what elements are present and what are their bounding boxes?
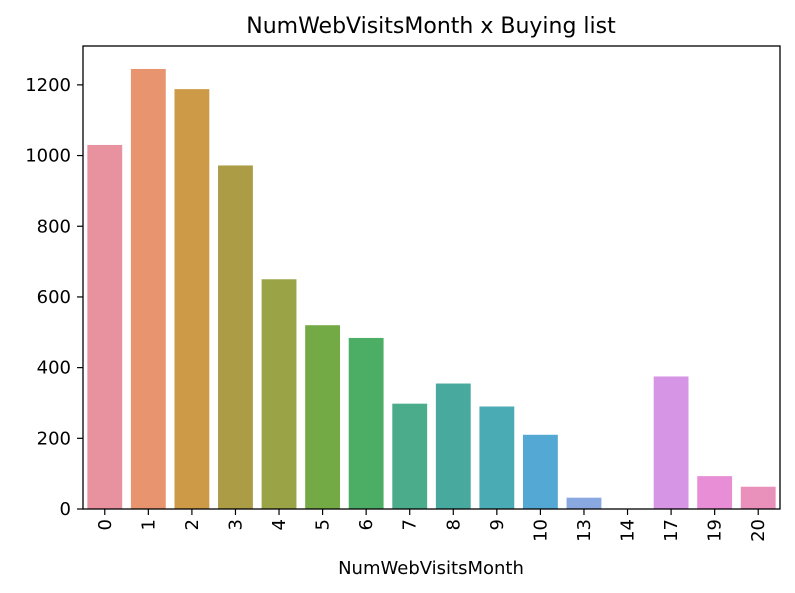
- y-tick-label: 800: [37, 216, 71, 237]
- chart-title: NumWebVisitsMonth x Buying list: [246, 14, 616, 39]
- x-tick-label: 19: [705, 519, 726, 542]
- bar-10: [522, 434, 558, 509]
- bar-17: [653, 376, 689, 509]
- bar-13: [566, 497, 602, 509]
- x-tick-label: 17: [661, 519, 682, 542]
- y-tick-label: 0: [60, 499, 71, 520]
- bar-6: [348, 337, 384, 509]
- bar-4: [261, 279, 297, 509]
- bar-20: [740, 486, 776, 509]
- y-tick-label: 1000: [25, 146, 71, 167]
- bar-5: [305, 325, 341, 509]
- bar-9: [479, 406, 515, 509]
- y-tick-label: 1200: [25, 75, 71, 96]
- y-tick-label: 200: [37, 428, 71, 449]
- x-tick-label: 2: [182, 519, 203, 530]
- x-axis-label: NumWebVisitsMonth: [338, 558, 524, 579]
- x-tick-label: 7: [400, 519, 421, 530]
- x-tick-label: 1: [138, 519, 159, 530]
- x-tick-label: 10: [530, 519, 551, 542]
- bar-8: [435, 383, 471, 509]
- bar-1: [130, 68, 166, 510]
- x-tick-label: 0: [95, 519, 116, 530]
- x-tick-label: 13: [574, 519, 595, 542]
- y-axis: 0 200 400 600 800 1000 1200: [25, 75, 83, 520]
- x-tick-label: 8: [443, 519, 464, 530]
- x-tick-label: 3: [225, 519, 246, 530]
- x-tick-label: 6: [356, 519, 377, 530]
- bar-19: [697, 476, 733, 509]
- bars-group: [87, 68, 776, 510]
- bar-7: [392, 403, 428, 509]
- bar-2: [174, 89, 210, 510]
- x-tick-label: 14: [618, 519, 639, 542]
- x-tick-label: 5: [313, 519, 334, 530]
- x-tick-label: 9: [487, 519, 508, 530]
- x-tick-label: 4: [269, 519, 290, 530]
- bar-3: [218, 165, 253, 510]
- bar-0: [87, 144, 123, 509]
- y-tick-label: 600: [37, 287, 71, 308]
- x-axis: 0 1 2 3 4 5 6 7 8 9 10 13 14 17 19 20: [95, 509, 769, 542]
- plot-frame: [82, 45, 781, 510]
- x-tick-label: 20: [748, 519, 769, 542]
- y-tick-label: 400: [37, 358, 71, 379]
